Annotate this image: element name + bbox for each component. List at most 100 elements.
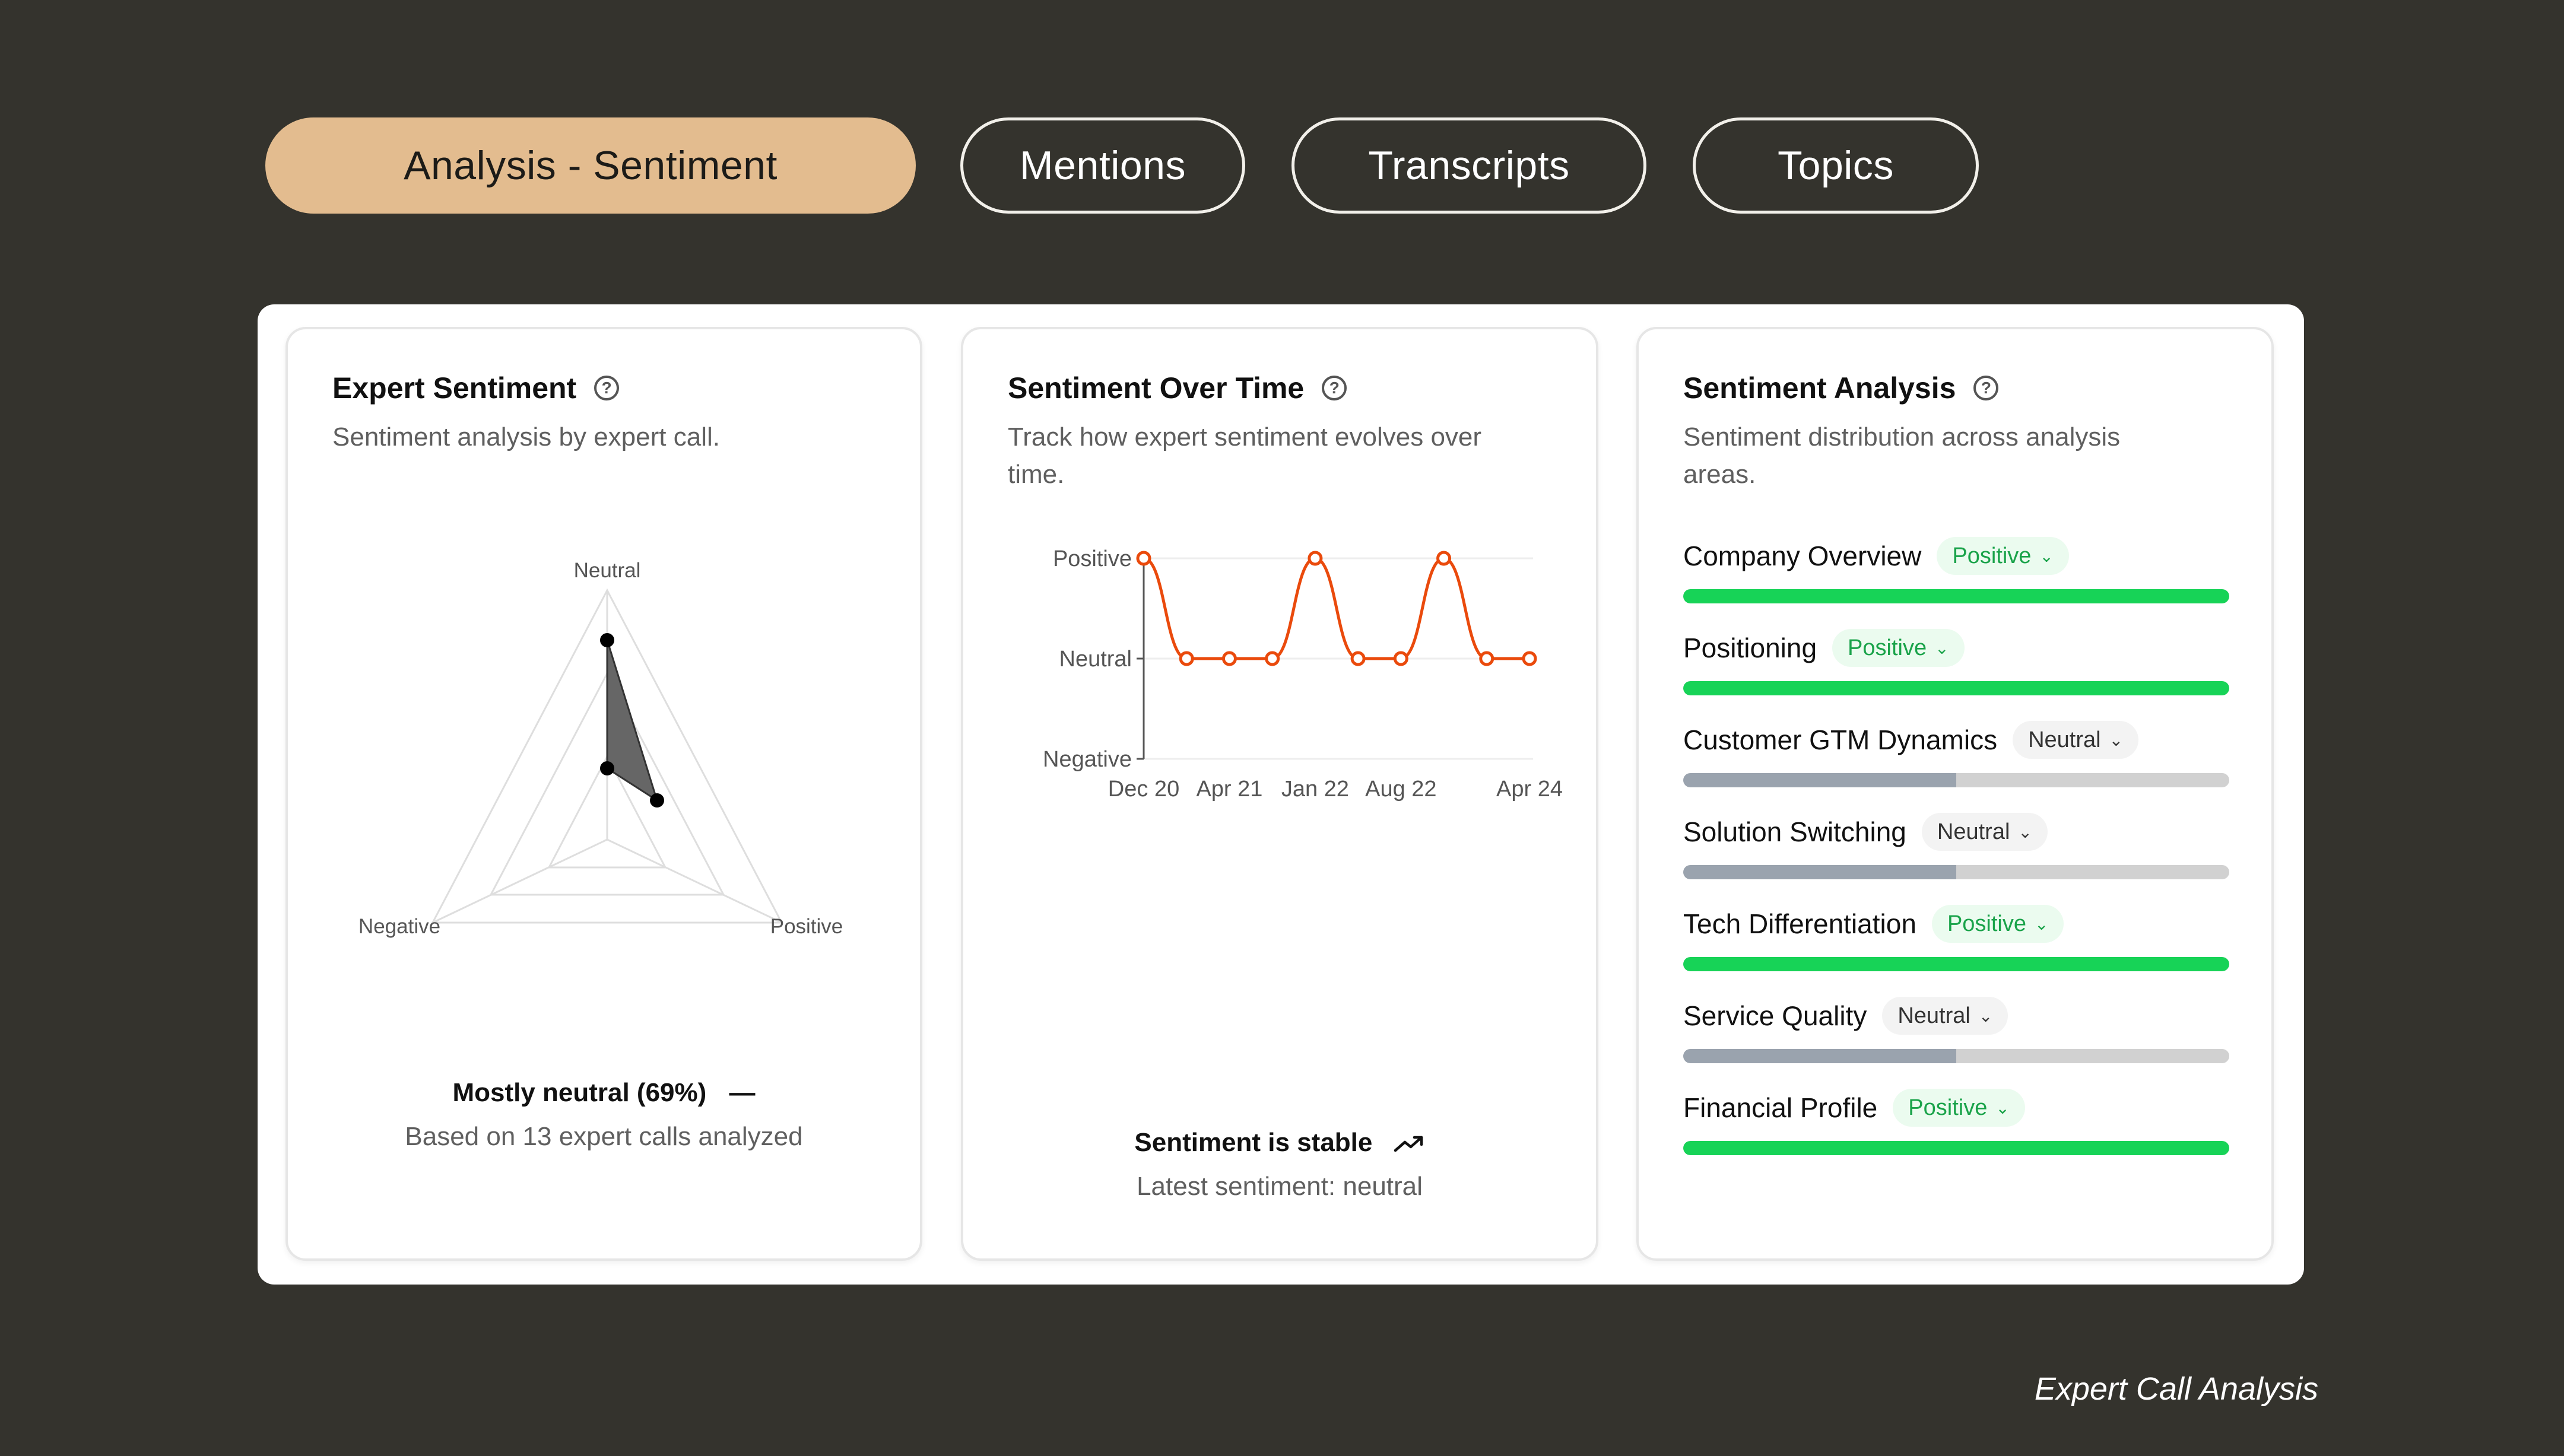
sentiment-badge-dropdown[interactable]: Positive ⌄ [1893, 1089, 2025, 1127]
tab-topics[interactable]: Topics [1693, 117, 1979, 214]
card-subtitle: Sentiment analysis by expert call. [332, 422, 720, 452]
chart-data-point[interactable] [1436, 551, 1452, 566]
footer-caption: Expert Call Analysis [2034, 1371, 2318, 1407]
sentiment-line-chart: Dec 20 Apr 21 Jan 22 Aug 22 Apr 24 Negative N… [1043, 546, 1563, 802]
card-subtitle-line: Sentiment distribution across analysis [1683, 422, 2121, 452]
chart-data-point[interactable] [1265, 651, 1280, 666]
card-title: Sentiment Over Time [1008, 371, 1305, 405]
sentiment-progress-bar [1683, 589, 2229, 603]
card-subtitle-line: Track how expert sentiment evolves over [1008, 422, 1482, 452]
chart-x-tick-label: Jan 22 [1281, 777, 1349, 802]
analysis-area-name: Solution Switching [1683, 816, 1906, 847]
sentiment-badge-dropdown[interactable]: Neutral ⌄ [1882, 997, 2008, 1035]
radar-grid-ring [547, 754, 667, 869]
radar-axis-line [432, 838, 608, 924]
sentiment-badge-dropdown[interactable]: Neutral ⌄ [1921, 813, 2048, 851]
tab-mentions[interactable]: Mentions [960, 117, 1245, 214]
radar-point-neutral [600, 633, 614, 647]
trend-summary: Sentiment is stable [1134, 1128, 1373, 1157]
chart-data-point[interactable] [1136, 551, 1151, 566]
analysis-area-name: Tech Differentiation [1683, 908, 1916, 939]
radar-grid-ring [489, 671, 725, 896]
radar-sentiment-area [606, 640, 659, 803]
card-title: Expert Sentiment [332, 371, 577, 405]
sentiment-summary: Mostly neutral (69%) [452, 1078, 707, 1107]
sentiment-progress-fill [1683, 681, 2229, 695]
dash-icon: — [729, 1078, 756, 1107]
chevron-down-icon: ⌄ [2109, 730, 2124, 749]
chevron-down-icon: ⌄ [2035, 914, 2049, 933]
chart-data-point[interactable] [1308, 551, 1323, 566]
analysis-area-row: Service Quality Neutral ⌄ [1683, 997, 2229, 1063]
analysis-area-row: Positioning Positive ⌄ [1683, 629, 2229, 695]
sentiment-badge-dropdown[interactable]: Positive ⌄ [1832, 629, 1965, 667]
chart-x-tick-label: Aug 22 [1365, 777, 1436, 802]
sentiment-badge-label: Neutral [1937, 819, 2010, 844]
dashboard-panel: Expert Sentiment ? Sentiment analysis by… [258, 304, 2304, 1285]
chart-data-point[interactable] [1393, 651, 1408, 666]
sentiment-progress-fill [1683, 773, 1956, 787]
sentiment-badge-label: Positive [1947, 911, 2026, 936]
sentiment-progress-bar [1683, 1141, 2229, 1155]
analysis-area-name: Company Overview [1683, 541, 1922, 571]
chart-x-tick-label: Apr 24 [1496, 777, 1563, 802]
sentiment-badge-dropdown[interactable]: Positive ⌄ [1937, 537, 2069, 575]
chart-x-tick-label: Apr 21 [1196, 777, 1262, 802]
sentiment-progress-fill [1683, 957, 2229, 971]
analysis-area-row: Tech Differentiation Positive ⌄ [1683, 905, 2229, 971]
card-title: Sentiment Analysis [1683, 371, 1956, 405]
sentiment-summary-detail: Based on 13 expert calls analyzed [405, 1122, 803, 1151]
expert-sentiment-card: Expert Sentiment ? Sentiment analysis by… [285, 327, 922, 1261]
tab-transcripts[interactable]: Transcripts [1291, 117, 1646, 214]
chart-data-point[interactable] [1179, 651, 1194, 666]
help-circle-icon[interactable]: ? [1322, 376, 1347, 400]
sentiment-badge-dropdown[interactable]: Neutral ⌄ [2013, 721, 2139, 759]
card-subtitle-line: areas. [1683, 460, 1756, 489]
sentiment-badge-label: Neutral [2028, 727, 2101, 752]
chart-data-point[interactable] [1350, 651, 1366, 666]
sentiment-progress-fill [1683, 589, 2229, 603]
help-circle-icon[interactable]: ? [594, 376, 620, 400]
sentiment-progress-fill [1683, 1141, 2229, 1155]
analysis-area-name: Service Quality [1683, 1000, 1867, 1031]
trending-up-icon [1394, 1136, 1423, 1152]
radar-axis-label-negative: Negative [358, 915, 440, 938]
sentiment-badge-dropdown[interactable]: Positive ⌄ [1931, 905, 2064, 943]
chevron-down-icon: ⌄ [2039, 546, 2054, 565]
chevron-down-icon: ⌄ [1995, 1098, 2010, 1117]
chart-x-tick-label: Dec 20 [1108, 777, 1179, 802]
chart-data-point[interactable] [1479, 651, 1494, 666]
tab-analysis-sentiment[interactable]: Analysis - Sentiment [265, 117, 916, 214]
radar-axis-label-neutral: Neutral [574, 559, 641, 582]
analysis-area-row: Solution Switching Neutral ⌄ [1683, 813, 2229, 879]
sentiment-progress-bar [1683, 865, 2229, 879]
sentiment-progress-bar [1683, 773, 2229, 787]
radar-grid-ring [431, 588, 783, 924]
sentiment-progress-bar [1683, 957, 2229, 971]
chevron-down-icon: ⌄ [1935, 638, 1949, 657]
help-circle-icon[interactable]: ? [1973, 376, 1999, 400]
sentiment-progress-bar [1683, 681, 2229, 695]
analysis-area-row: Financial Profile Positive ⌄ [1683, 1089, 2229, 1155]
sentiment-analysis-card: Sentiment Analysis ? Sentiment distribut… [1636, 327, 2274, 1261]
latest-sentiment: Latest sentiment: neutral [1137, 1172, 1423, 1201]
sentiment-badge-label: Positive [1908, 1095, 1988, 1120]
radar-axis-line [607, 838, 782, 924]
tab-bar: Analysis - Sentiment Mentions Transcript… [0, 0, 2564, 297]
chart-data-point[interactable] [1522, 651, 1537, 666]
sentiment-progress-fill [1683, 865, 1956, 879]
analysis-area-name: Customer GTM Dynamics [1683, 724, 1998, 755]
chevron-down-icon: ⌄ [1978, 1006, 1993, 1025]
analysis-area-name: Financial Profile [1683, 1092, 1878, 1123]
chart-y-tick-label: Neutral [1059, 647, 1132, 672]
card-subtitle-line: time. [1008, 460, 1065, 489]
radar-point-positive [650, 793, 664, 808]
chart-data-point[interactable] [1221, 651, 1237, 666]
radar-axis-label-positive: Positive [770, 915, 843, 938]
sentiment-progress-bar [1683, 1049, 2229, 1063]
sentiment-series-line [1143, 557, 1529, 660]
sentiment-badge-label: Positive [1952, 543, 2032, 568]
sentiment-progress-fill [1683, 1049, 1956, 1063]
sentiment-badge-label: Positive [1848, 635, 1927, 660]
chart-y-tick-label: Positive [1053, 546, 1132, 571]
